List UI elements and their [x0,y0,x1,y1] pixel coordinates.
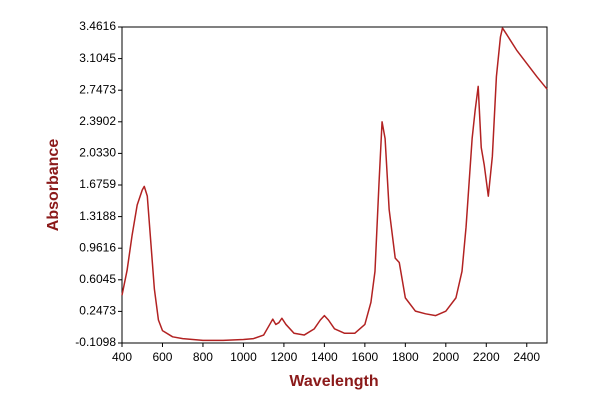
y-tick-label: -0.1098 [75,335,116,349]
y-tick-label: 1.3188 [79,209,116,223]
x-tick-label: 1400 [311,350,338,364]
x-tick-label: 2200 [473,350,500,364]
y-tick-label: 2.0330 [79,146,116,160]
x-tick-label: 2000 [432,350,459,364]
y-tick-label: 2.7473 [79,82,116,96]
y-tick-label: 3.1045 [79,51,116,65]
y-tick-label: 0.9616 [79,240,116,254]
x-tick-label: 600 [152,350,172,364]
x-tick-label: 1000 [230,350,257,364]
x-tick-label: 400 [112,350,132,364]
x-tick-label: 1800 [392,350,419,364]
y-tick-label: 2.3902 [79,114,116,128]
x-tick-label: 2400 [513,350,540,364]
x-axis-title: Wavelength [289,373,378,390]
y-tick-label: 0.6045 [79,272,116,286]
x-tick-label: 1600 [352,350,379,364]
y-tick-label: 0.2473 [79,304,116,318]
y-axis-title: Absorbance [45,139,62,232]
plot-frame [121,26,548,344]
spectrum-line [121,27,548,342]
x-tick-label: 1200 [271,350,298,364]
x-tick-label: 800 [193,350,213,364]
y-tick-label: 3.4616 [79,19,116,33]
y-tick-label: 1.6759 [79,177,116,191]
